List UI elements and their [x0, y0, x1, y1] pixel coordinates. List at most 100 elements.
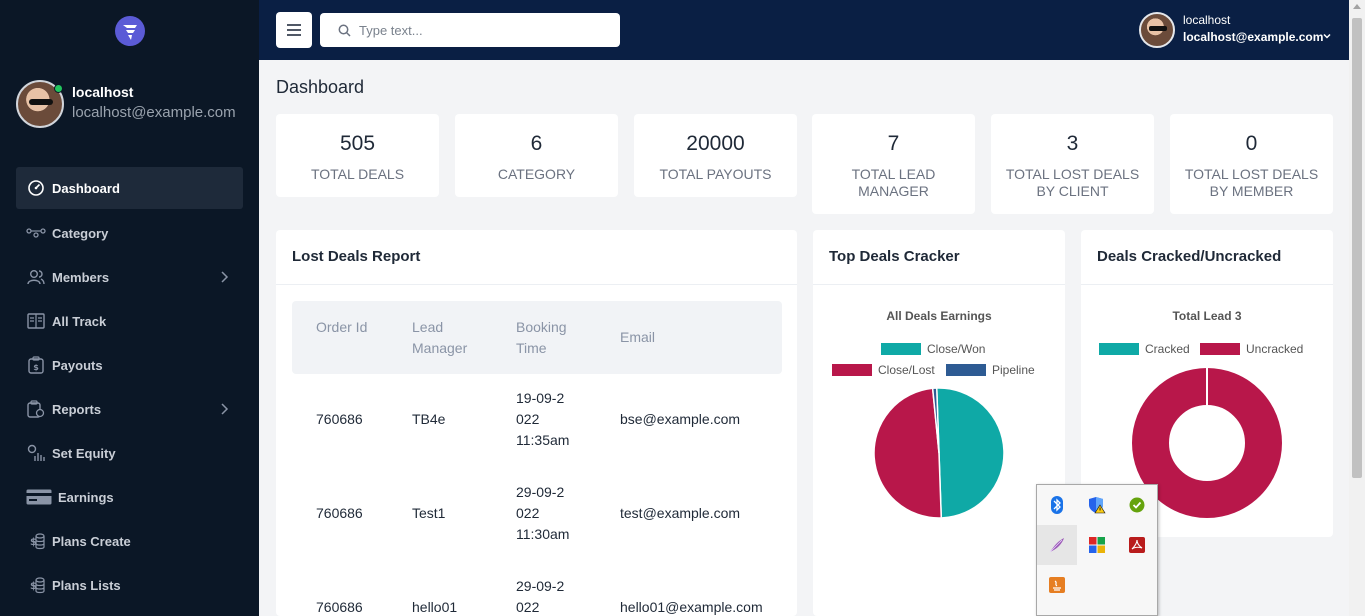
stat-label: TOTAL LEAD MANAGER: [851, 166, 936, 199]
svg-text:$: $: [33, 363, 39, 372]
equity-icon: [26, 443, 46, 463]
stat-card-total-deals: 505 TOTAL DEALS: [276, 114, 439, 197]
sidebar-nav: Dashboard Category Members All Track $: [16, 167, 243, 607]
green-check-icon: [1129, 497, 1145, 513]
email-cell: hello01@example.com: [620, 599, 763, 615]
reports-icon: [26, 399, 46, 419]
scrollbar-thumb[interactable]: [1352, 18, 1362, 478]
menu-toggle-button[interactable]: [276, 12, 312, 48]
legend-item[interactable]: Uncracked: [1200, 342, 1303, 356]
legend-item[interactable]: Cracked: [1099, 342, 1190, 356]
tray-feather[interactable]: [1037, 525, 1077, 565]
column-header[interactable]: Booking Time: [516, 319, 567, 356]
legend-item[interactable]: Pipeline: [946, 363, 1035, 377]
search-box[interactable]: [320, 13, 620, 47]
order-id-cell: 760686: [316, 599, 363, 615]
chevron-right-icon: [221, 271, 229, 283]
sidebar-item-set-equity[interactable]: Set Equity: [16, 431, 243, 475]
card-title: Top Deals Cracker: [813, 230, 1065, 285]
svg-text:$: $: [30, 581, 37, 592]
pipeline-slice[interactable]: [931, 387, 940, 454]
booking-time-cell: 11:35am: [516, 432, 570, 448]
stat-card-total-lead-manager: 7 TOTAL LEAD MANAGER: [812, 114, 975, 214]
pdf-icon: [1129, 537, 1145, 553]
tray-pdf[interactable]: [1117, 525, 1157, 565]
legend-label: Close/Won: [927, 342, 986, 356]
sidebar-item-plans-lists[interactable]: $ Plans Lists: [16, 563, 243, 607]
sidebar-item-label: Dashboard: [52, 180, 120, 196]
online-status-dot: [54, 84, 63, 93]
stat-card-category: 6 CATEGORY: [455, 114, 618, 197]
sidebar: localhost localhost@example.com Dashboar…: [0, 0, 259, 616]
legend-swatch: [1099, 343, 1139, 355]
dashboard-icon: [26, 178, 46, 198]
legend-item[interactable]: Close/Lost: [832, 363, 935, 377]
booking-date-cell: 29-09-2022: [516, 484, 565, 521]
user-email[interactable]: localhost@example.com: [1183, 30, 1324, 44]
lead-manager-cell: hello01: [412, 599, 458, 615]
sidebar-user-email: localhost@example.com: [72, 104, 236, 121]
legend-swatch: [881, 343, 921, 355]
sidebar-item-label: Payouts: [52, 357, 103, 373]
column-header[interactable]: Lead Manager: [412, 319, 468, 356]
order-id-cell: 760686: [316, 505, 363, 521]
legend-swatch: [832, 364, 872, 376]
stat-value: 7: [887, 132, 900, 155]
search-icon: [338, 24, 351, 37]
tray-bluetooth[interactable]: [1037, 485, 1077, 525]
sidebar-item-payouts[interactable]: $ Payouts: [16, 343, 243, 387]
stat-label: TOTAL DEALS: [310, 166, 405, 182]
sidebar-item-dashboard[interactable]: Dashboard: [16, 167, 243, 209]
card-title: Lost Deals Report: [276, 230, 797, 285]
user-name[interactable]: localhost: [1183, 13, 1231, 27]
book-icon: [26, 311, 46, 331]
column-header[interactable]: Order Id: [316, 319, 368, 335]
sidebar-item-reports[interactable]: Reports: [16, 387, 243, 431]
sidebar-item-plans-create[interactable]: $ Plans Create: [16, 519, 243, 563]
sidebar-item-label: Reports: [52, 401, 102, 417]
stat-value: 6: [530, 132, 543, 155]
stat-value: 3: [1066, 132, 1079, 155]
chart-title: Total Lead 3: [1172, 309, 1242, 323]
user-avatar[interactable]: [1139, 12, 1175, 48]
search-input[interactable]: [359, 22, 599, 38]
chevron-down-icon[interactable]: [1322, 31, 1332, 41]
windows-app-icon: [1089, 537, 1105, 553]
sidebar-item-category[interactable]: Category: [16, 211, 243, 255]
sidebar-item-all-track[interactable]: All Track: [16, 299, 243, 343]
chevron-right-icon: [221, 403, 229, 415]
tray-windows-app[interactable]: [1077, 525, 1117, 565]
stat-value: 20000: [686, 132, 745, 155]
feather-icon: [1049, 538, 1064, 553]
sidebar-item-earnings[interactable]: Earnings: [16, 475, 243, 519]
email-cell: test@example.com: [620, 505, 741, 521]
tray-security[interactable]: [1077, 485, 1117, 525]
column-header[interactable]: Email: [620, 329, 656, 345]
sidebar-user[interactable]: localhost localhost@example.com: [16, 80, 251, 130]
stat-label: TOTAL LOST DEALS BY CLIENT: [1005, 166, 1140, 199]
bluetooth-icon: [1051, 496, 1063, 514]
payouts-icon: $: [26, 355, 46, 375]
sidebar-item-label: Members: [52, 269, 110, 285]
sidebar-item-label: Category: [52, 225, 109, 241]
stat-label: TOTAL LOST DEALS BY MEMBER: [1184, 166, 1319, 199]
legend-swatch: [1200, 343, 1240, 355]
app-logo[interactable]: [115, 16, 145, 46]
scroll-up-arrow[interactable]: [1353, 4, 1361, 9]
legend-label: Close/Lost: [878, 363, 935, 377]
lost-deals-card: Lost Deals Report Order Id Lead Manager …: [276, 230, 797, 616]
sidebar-item-label: All Track: [52, 313, 107, 329]
vertical-scrollbar[interactable]: [1349, 0, 1365, 616]
lead-manager-cell: TB4e: [412, 411, 446, 427]
booking-date-cell: 29-09-2022: [516, 578, 565, 615]
coins-icon: $: [26, 575, 46, 595]
sidebar-item-members[interactable]: Members: [16, 255, 243, 299]
close-lost-slice[interactable]: [873, 387, 943, 519]
order-id-cell: 760686: [316, 411, 363, 427]
svg-text:$: $: [30, 537, 37, 548]
tray-antivirus[interactable]: [1117, 485, 1157, 525]
tray-java[interactable]: [1037, 565, 1077, 605]
table-header: Order Id Lead Manager Booking Time Email: [292, 301, 782, 374]
legend-item[interactable]: Close/Won: [881, 342, 985, 356]
close-won-slice[interactable]: [935, 387, 1005, 519]
